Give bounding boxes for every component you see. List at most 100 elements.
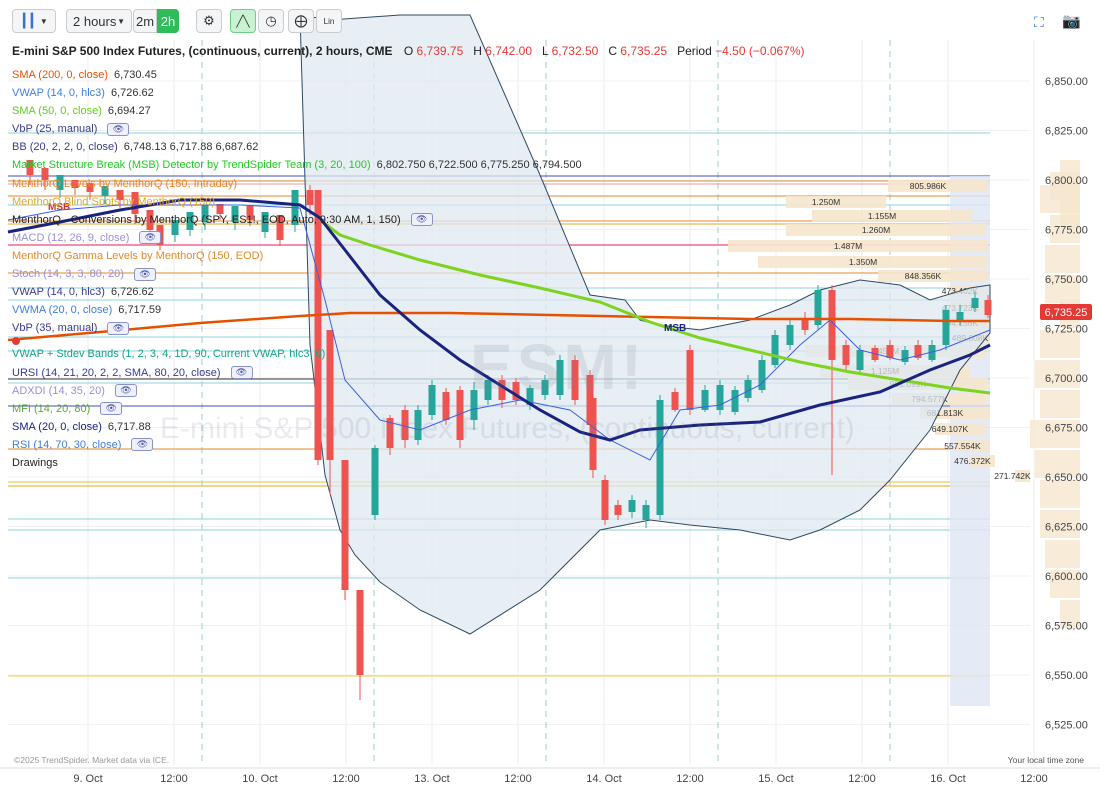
indicators-button[interactable]: ╱╲ [230, 9, 256, 33]
time-tick-label: 12:00 [848, 773, 876, 785]
legend-item[interactable]: VWAP (14, 0, hlc3) 6,726.62 [12, 84, 582, 102]
current-price-label: 6,735.25 [1045, 307, 1088, 319]
legend-item[interactable]: SMA (200, 0, close) 6,730.45 [12, 66, 582, 84]
legend-item[interactable]: Stoch (14, 3, 3, 80, 20) 👁 [12, 265, 582, 283]
eye-icon[interactable]: 👁 [230, 366, 253, 380]
time-tick-label: 14. Oct [586, 773, 621, 785]
msb-label-1: MSB [48, 202, 70, 213]
eye-icon[interactable]: 👁 [133, 267, 156, 281]
legend-item-label: MenthorQ Gamma Levels by MenthorQ (150, … [12, 249, 264, 262]
time-tick-label: 12:00 [1020, 773, 1048, 785]
price-tick-label: 6,575.00 [1045, 621, 1088, 633]
vwap-line [7, 204, 991, 461]
price-tick-label: 6,850.00 [1045, 76, 1088, 88]
legend-item[interactable]: Drawings [12, 454, 582, 472]
price-tick-label: 6,725.00 [1045, 324, 1088, 336]
price-tick-label: 6,625.00 [1045, 522, 1088, 534]
legend-item[interactable]: MenthorQ Gamma Levels by MenthorQ (150, … [12, 247, 582, 265]
settings-button[interactable]: ⚙ [196, 9, 222, 33]
legend-item[interactable]: URSI (14, 21, 20, 2, 2, SMA, 80, 20, clo… [12, 364, 582, 382]
legend-item[interactable]: VWAP + Stdev Bands (1, 2, 3, 4, 1D, 90, … [12, 345, 582, 363]
time-tick-label: 12:00 [504, 773, 532, 785]
volume-label: 681.813K [927, 408, 964, 418]
legend-item[interactable]: SMA (20, 0, close) 6,717.88 [12, 418, 582, 436]
candle [201, 205, 209, 230]
camera-icon[interactable]: 📷 [1062, 13, 1081, 30]
timezone-note[interactable]: Your local time zone [1007, 755, 1084, 765]
interval-2m-button[interactable]: 2m [133, 9, 157, 33]
legend-item[interactable]: MFI (14, 20, 80) 👁 [12, 400, 582, 418]
candle [326, 330, 334, 495]
candle [801, 312, 809, 335]
candle [526, 385, 534, 410]
replay-button[interactable]: ◷ [258, 9, 284, 33]
watermark-name: E-mini S&P 500 Index Futures, (continuou… [160, 412, 855, 445]
legend-item-label: VWAP (14, 0, hlc3) [12, 286, 105, 299]
legend-item[interactable]: ADXDI (14, 35, 20) 👁 [12, 382, 582, 400]
legend-item-label: SMA (20, 0, close) [12, 420, 102, 433]
crosshair-button[interactable]: ⨁ [288, 9, 314, 33]
time-tick-label: 10. Oct [242, 773, 277, 785]
legend-item-label: Drawings [12, 456, 58, 469]
legend-item[interactable]: VWMA (20, 0, close) 6,717.59 [12, 301, 582, 319]
eye-icon[interactable]: 👁 [139, 231, 162, 245]
price-tick-label: 6,650.00 [1045, 472, 1088, 484]
legend-item-value: 6,802.750 6,722.500 6,775.250 6,794.500 [376, 159, 582, 172]
legend-item[interactable] [12, 337, 582, 346]
interval-select[interactable]: 2 hours ▼ [66, 9, 132, 33]
candle [984, 295, 992, 318]
candle [414, 405, 422, 445]
legend-item[interactable]: SMA (50, 0, close) 6,694.27 [12, 102, 582, 120]
volume-label: 805.986K [910, 181, 947, 191]
legend-item[interactable]: VbP (25, manual) 👁 [12, 120, 582, 138]
legend-item-value: 6,726.62 [110, 87, 154, 100]
price-tick-label: 6,775.00 [1045, 225, 1088, 237]
ohlc-values: O 6,739.75 H 6,742.00 L 6,732.50 C 6,735… [404, 44, 805, 58]
price-axis[interactable]: 6,850.00 6,825.00 6,800.00 6,775.00 6,750.00… [1045, 76, 1088, 732]
legend-item[interactable]: Market Structure Break (MSB) Detector by… [12, 156, 582, 174]
candle [341, 460, 349, 600]
legend-item[interactable]: RSI (14, 70, 30, close) 👁 [12, 436, 582, 454]
volume-label: 476.372K [954, 456, 991, 466]
eye-icon[interactable]: 👁 [114, 384, 137, 398]
volume-label: 1.250M [812, 197, 840, 207]
interval-2h-button[interactable]: 2h [157, 9, 179, 33]
candle [656, 395, 664, 520]
price-tick-label: 6,700.00 [1045, 373, 1088, 385]
legend-item-label: MenthorQ - Conversions by MenthorQ (SPY,… [12, 213, 401, 226]
legend-item-label: VbP (35, manual) [12, 322, 98, 335]
toolbar: ┃┃ ▼ 2 hours ▼ 2m 2h ⚙ ╱╲ ◷ ⨁ Lin ⛶ 📷 [0, 0, 1100, 40]
legend-item-label: VWAP (14, 0, hlc3) [12, 87, 105, 100]
time-axis[interactable]: 9. Oct 12:00 10. Oct 12:00 13. Oct 12:00 14. O… [0, 767, 1100, 785]
legend-item[interactable]: VbP (35, manual) 👁 [12, 319, 582, 337]
legend-item[interactable]: MenthorQ - Conversions by MenthorQ (SPY,… [12, 211, 582, 229]
linear-scale-button[interactable]: Lin [316, 9, 342, 33]
chevron-down-icon: ▼ [117, 16, 125, 26]
candle [276, 215, 284, 246]
price-tick-label: 6,800.00 [1045, 175, 1088, 187]
candle [261, 212, 269, 238]
fullscreen-icon[interactable]: ⛶ [1034, 14, 1044, 30]
chart-type-button[interactable]: ┃┃ ▼ [12, 9, 56, 33]
legend-item[interactable]: MACD (12, 26, 9, close) 👁 [12, 229, 582, 247]
eye-icon[interactable]: 👁 [131, 438, 154, 452]
legend-item[interactable]: MenthorQ Blind Spots by MenthorQ (150) [12, 193, 582, 211]
candle [101, 186, 109, 204]
eye-icon[interactable]: 👁 [410, 213, 433, 227]
candle [41, 168, 49, 190]
eye-icon[interactable]: 👁 [107, 122, 130, 136]
candle [614, 500, 622, 520]
time-tick-label: 16. Oct [930, 773, 965, 785]
legend-item-label: MenthorQ Levels by MenthorQ (150, Intrad… [12, 177, 237, 190]
crosshair-icon: ⨁ [294, 13, 308, 28]
legend-item[interactable]: VWAP (14, 0, hlc3) 6,726.62 [12, 283, 582, 301]
close-label: C [608, 44, 618, 58]
candle [386, 415, 394, 455]
candle [716, 380, 724, 415]
eye-icon[interactable]: 👁 [100, 402, 123, 416]
eye-icon[interactable]: 👁 [107, 321, 130, 335]
legend-item[interactable]: BB (20, 2, 2, 0, close) 6,748.13 6,717.88… [12, 138, 582, 156]
candle [456, 386, 464, 448]
legend-item[interactable]: MenthorQ Levels by MenthorQ (150, Intrad… [12, 175, 582, 193]
